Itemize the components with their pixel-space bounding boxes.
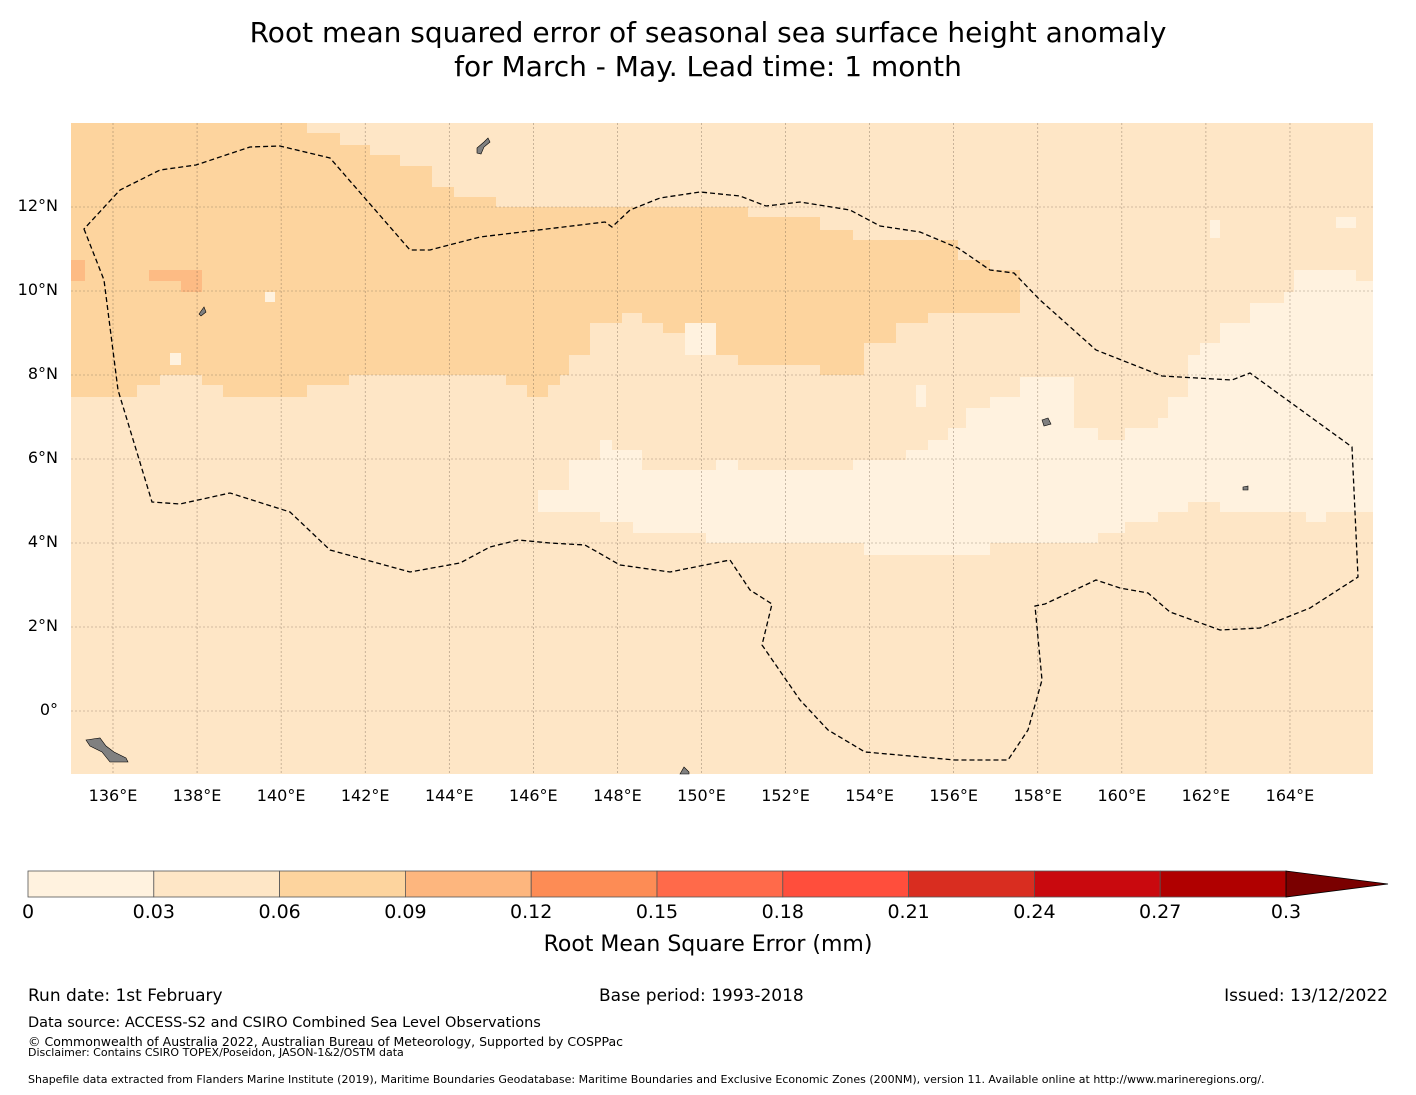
lon-tick-label: 152°E	[761, 786, 810, 805]
run-date: Run date: 1st February	[28, 986, 223, 1006]
disclaimer: Disclaimer: Contains CSIRO TOPEX/Poseido…	[28, 1046, 404, 1059]
colorbar-tick-label: 0.21	[887, 901, 930, 923]
lat-tick-label: 10°N	[17, 280, 58, 299]
lon-tick-label: 154°E	[845, 786, 894, 805]
colorbar-extend-arrow	[1285, 870, 1389, 898]
copyright: © Commonwealth of Australia 2022, Austra…	[28, 1034, 623, 1049]
rmse-region-0-0.03	[265, 292, 275, 302]
colorbar-segment	[782, 870, 909, 898]
rmse-region-0.06-0.09	[71, 123, 1020, 397]
title-line-1: Root mean squared error of seasonal sea …	[249, 16, 1167, 49]
rmse-region-0-0.03	[685, 323, 716, 355]
rmse-region-0.09-0.12	[149, 270, 202, 281]
lat-tick-label: 4°N	[27, 532, 58, 551]
lon-tick-label: 148°E	[593, 786, 642, 805]
colorbar-segment	[1159, 870, 1287, 898]
island	[1242, 485, 1249, 491]
island	[679, 766, 690, 775]
lat-tick-label: 2°N	[27, 616, 58, 635]
lat-tick-label: 0°	[39, 700, 58, 719]
lat-tick-label: 12°N	[17, 196, 58, 215]
island	[1041, 417, 1052, 427]
lon-tick-label: 150°E	[677, 786, 726, 805]
colorbar-segment	[153, 870, 281, 898]
lon-tick-label: 158°E	[1013, 786, 1063, 805]
colorbar-segment	[404, 870, 532, 898]
colorbar-tick-label: 0.27	[1139, 901, 1182, 923]
lon-tick-label: 146°E	[509, 786, 558, 805]
rmse-region-0-0.03	[916, 385, 926, 407]
lon-tick-label: 144°E	[424, 786, 474, 805]
eez-boundary	[83, 145, 1359, 761]
colorbar-tick-label: 0.24	[1013, 901, 1056, 923]
colorbar	[27, 870, 1389, 898]
lon-tick-label: 140°E	[256, 786, 306, 805]
lon-tick-label: 142°E	[340, 786, 390, 805]
lon-tick-label: 156°E	[929, 786, 979, 805]
colorbar-segment	[530, 870, 658, 898]
lon-tick-label: 164°E	[1265, 786, 1315, 805]
colorbar-segment	[279, 870, 406, 898]
colorbar-segment	[908, 870, 1035, 898]
lon-tick-label: 138°E	[172, 786, 222, 805]
colorbar-tick-label: 0.12	[510, 901, 553, 923]
colorbar-tick-label: 0.03	[132, 901, 175, 923]
colorbar-tick-label: 0.06	[258, 901, 301, 923]
shapefile-credit: Shapefile data extracted from Flanders M…	[28, 1073, 1265, 1086]
rmse-region-0-0.03	[1210, 220, 1220, 238]
land	[85, 137, 1249, 775]
colorbar-tick-label: 0	[21, 901, 35, 923]
rmse-region-0-0.03	[1336, 217, 1356, 228]
rmse-region-0.09-0.12	[71, 260, 85, 281]
lon-tick-label: 160°E	[1097, 786, 1147, 805]
rmse-region-0-0.03	[538, 270, 1373, 555]
map-area	[71, 123, 1373, 775]
graticule	[71, 123, 1373, 774]
colorbar-tick-label: 0.15	[635, 901, 679, 923]
lat-tick-label: 6°N	[27, 448, 58, 467]
colorbar-tick-label: 0.09	[384, 901, 427, 923]
title-line-2: for March - May. Lead time: 1 month	[454, 50, 962, 83]
colorbar-tick-label: 0.3	[1270, 901, 1302, 923]
colorbar-segment	[27, 870, 155, 898]
colorbar-label: Root Mean Square Error (mm)	[543, 932, 873, 957]
data-source: Data source: ACCESS-S2 and CSIRO Combine…	[28, 1015, 541, 1031]
island	[198, 306, 207, 317]
lon-tick-label: 162°E	[1181, 786, 1231, 805]
rmse-region-0.09-0.12	[181, 281, 202, 292]
island-coast	[85, 737, 129, 763]
colorbar-tick-label: 0.18	[761, 901, 804, 923]
island-guam	[476, 137, 491, 155]
lon-tick-label: 136°E	[88, 786, 138, 805]
rmse-region-0-0.03	[170, 353, 181, 365]
lat-tick-label: 8°N	[27, 364, 58, 383]
colorbar-segment	[656, 870, 784, 898]
colorbar-segment	[1034, 870, 1161, 898]
base-period: Base period: 1993-2018	[599, 986, 804, 1006]
issued-date: Issued: 13/12/2022	[1224, 986, 1388, 1006]
